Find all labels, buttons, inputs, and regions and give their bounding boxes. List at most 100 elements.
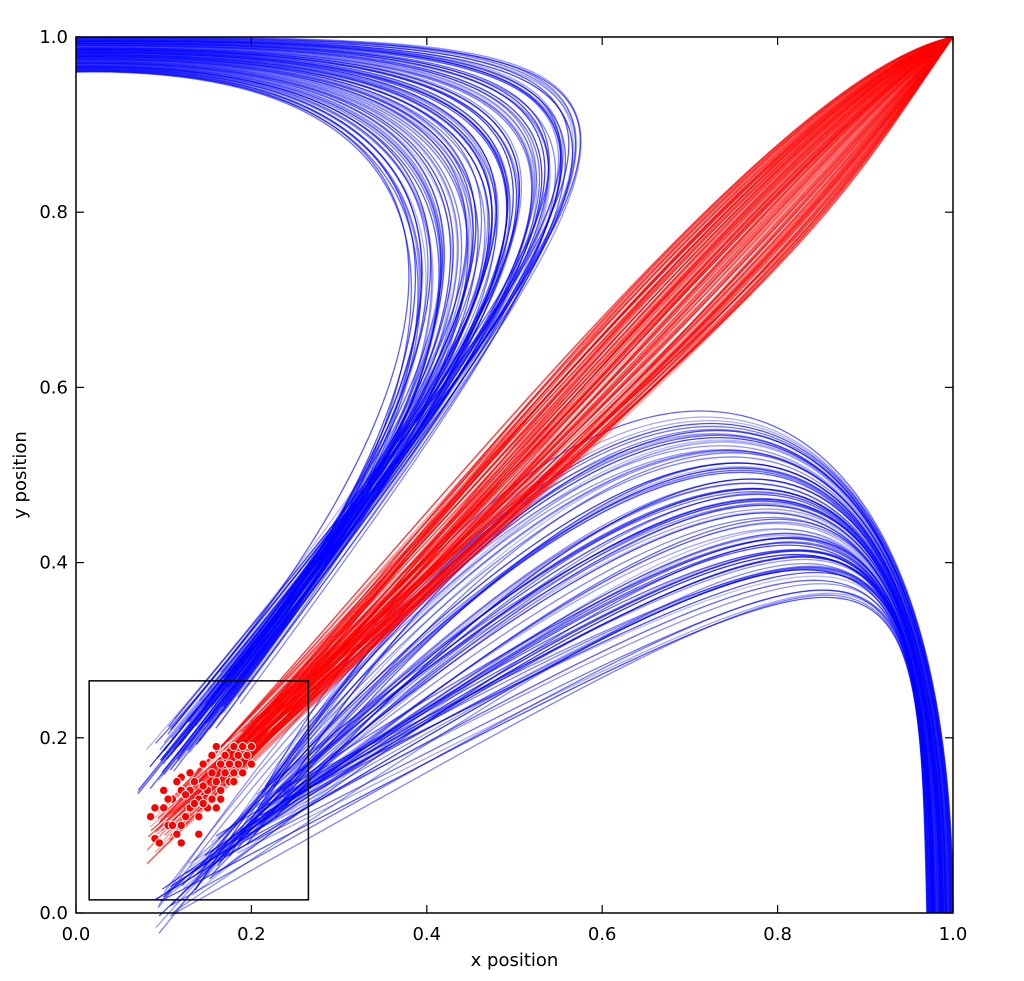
axis-ticks: 0.0 0.2 0.4 0.6 0.8 1.0 0.0 0.2 0.4 0.6 0.8 1.0 <box>39 27 967 945</box>
start-point-19 <box>233 759 243 769</box>
blue-trajectory-128 <box>183 523 939 914</box>
blue-trajectory-147 <box>170 487 945 914</box>
blue-trajectory-105 <box>155 569 932 914</box>
blue-trajectory-13 <box>75 66 432 762</box>
start-point-37 <box>150 803 160 813</box>
y-tick-label-2: 0.4 <box>39 553 68 574</box>
blue-trajectory-61 <box>75 47 533 708</box>
start-point-15 <box>216 785 226 796</box>
start-point-24 <box>176 820 186 831</box>
x-tick-label-2: 0.4 <box>412 924 441 945</box>
blue-trajectory-151 <box>155 482 946 928</box>
red-trajectory-289 <box>225 36 954 757</box>
red-trajectory-197 <box>196 36 954 772</box>
y-tick-label-1: 0.2 <box>39 728 68 749</box>
start-point-13 <box>207 768 217 778</box>
blue-trajectory-172 <box>194 436 952 914</box>
blue-trajectory-56 <box>75 49 514 761</box>
start-point-30 <box>229 776 239 787</box>
start-point-16 <box>220 750 230 761</box>
red-trajectory-238 <box>187 36 954 793</box>
start-point-2 <box>159 803 169 813</box>
red-trajectory-236 <box>174 36 954 800</box>
red-trajectory-250 <box>207 36 954 770</box>
x-tick-label-1: 0.2 <box>237 924 266 945</box>
start-point-21 <box>242 750 252 761</box>
red-trajectory-275 <box>186 36 954 812</box>
y-tick-label-4: 0.8 <box>39 202 68 223</box>
blue-trajectory-125 <box>247 521 938 914</box>
start-point-9 <box>189 776 200 787</box>
plot-frame <box>75 36 954 914</box>
start-point-38 <box>163 794 173 804</box>
start-point-47 <box>237 741 248 752</box>
blue-trajectory-159 <box>158 467 948 934</box>
start-point-49 <box>246 741 257 752</box>
blue-trajectory-30 <box>75 59 473 688</box>
start-points <box>145 741 257 848</box>
red-trajectory-216 <box>244 36 954 734</box>
trajectory-lines <box>75 36 954 934</box>
blue-trajectory-148 <box>192 482 945 914</box>
blue-trajectory-170 <box>209 439 951 914</box>
blue-trajectory-122 <box>166 534 937 914</box>
start-point-40 <box>180 790 191 800</box>
blue-trajectory-127 <box>246 518 939 914</box>
y-axis-label: y position <box>10 431 31 519</box>
start-point-50 <box>176 838 186 848</box>
start-point-39 <box>172 776 182 787</box>
blue-trajectory-45 <box>75 53 493 751</box>
blue-trajectory-169 <box>282 429 951 914</box>
blue-trajectory-26 <box>75 61 463 724</box>
blue-trajectory-64 <box>75 46 538 726</box>
start-point-23 <box>167 820 178 831</box>
start-point-28 <box>211 776 222 787</box>
blue-trajectory-66 <box>75 45 541 702</box>
red-trajectory-203 <box>182 36 954 799</box>
x-tick-label-0: 0.0 <box>62 924 91 945</box>
start-point-7 <box>180 811 191 822</box>
blue-trajectory-67 <box>75 45 537 750</box>
start-point-53 <box>229 768 239 778</box>
blue-trajectory-74 <box>75 42 550 728</box>
start-point-44 <box>216 794 226 804</box>
blue-trajectory-149 <box>265 469 945 914</box>
red-trajectory-208 <box>160 36 954 822</box>
blue-trajectory-60 <box>75 47 523 744</box>
red-trajectory-286 <box>206 36 954 786</box>
blue-trajectory-167 <box>157 448 951 914</box>
blue-trajectory-1 <box>75 70 419 668</box>
blue-trajectory-121 <box>164 537 937 914</box>
blue-trajectory-84 <box>75 38 570 730</box>
blue-trajectory-164 <box>203 449 950 914</box>
start-point-14 <box>211 741 222 752</box>
blue-trajectory-59 <box>75 48 521 752</box>
blue-trajectory-130 <box>195 516 940 914</box>
red-trajectory-266 <box>157 36 954 819</box>
y-tick-label-3: 0.6 <box>39 377 68 398</box>
start-point-51 <box>194 829 204 839</box>
blue-trajectory-78 <box>75 40 562 745</box>
blue-trajectory-160 <box>259 452 949 914</box>
start-point-35 <box>216 759 226 769</box>
start-point-42 <box>198 798 208 809</box>
blue-trajectory-95 <box>170 589 929 914</box>
start-point-45 <box>224 759 235 769</box>
blue-trajectory-88 <box>75 36 576 765</box>
blue-trajectory-86 <box>75 37 581 678</box>
x-axis-label: x position <box>471 950 559 971</box>
blue-trajectory-48 <box>75 52 498 768</box>
red-trajectory-280 <box>244 36 954 733</box>
blue-trajectory-129 <box>256 508 939 914</box>
x-tick-label-5: 1.0 <box>939 924 968 945</box>
blue-trajectory-34 <box>75 57 470 751</box>
y-tick-label-5: 1.0 <box>39 27 68 48</box>
start-point-52 <box>211 803 222 813</box>
blue-trajectory-146 <box>275 478 944 914</box>
red-trajectory-201 <box>176 36 954 793</box>
start-point-18 <box>229 741 239 752</box>
blue-trajectory-168 <box>163 445 951 914</box>
red-trajectory-248 <box>151 36 954 821</box>
